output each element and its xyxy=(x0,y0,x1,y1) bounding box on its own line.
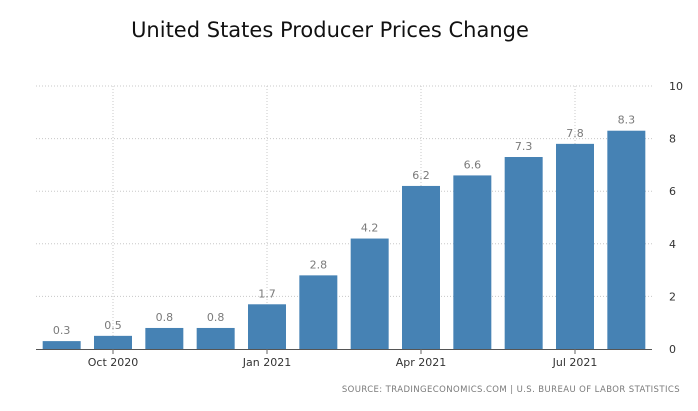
bar xyxy=(453,175,492,349)
bar-value-label: 7.8 xyxy=(566,127,584,140)
bar-value-label: 8.3 xyxy=(618,114,636,127)
gridlines xyxy=(36,85,652,349)
x-tick-label: Oct 2020 xyxy=(88,356,139,369)
bar-value-label: 0.8 xyxy=(156,311,174,324)
x-tick-label: Apr 2021 xyxy=(396,356,447,369)
bar-value-label: 4.2 xyxy=(361,222,379,235)
y-tick-label: 6 xyxy=(669,185,676,198)
y-tick-label: 8 xyxy=(669,133,676,146)
bar xyxy=(145,327,184,349)
y-tick-label: 0 xyxy=(669,343,676,356)
x-tick-label: Jul 2021 xyxy=(552,356,598,369)
x-axis-ticks: Oct 2020 Jan 2021 Apr 2021 Jul 2021 xyxy=(88,349,598,369)
bar xyxy=(607,130,646,349)
y-tick-label: 10 xyxy=(669,80,683,93)
bar-value-label: 0.5 xyxy=(104,319,122,332)
y-tick-label: 2 xyxy=(669,290,676,303)
bar xyxy=(556,143,594,349)
y-tick-label: 4 xyxy=(669,238,676,251)
bar-value-label: 7.3 xyxy=(515,140,533,153)
bar xyxy=(504,157,543,349)
bar xyxy=(94,335,132,349)
bar-value-label: 0.3 xyxy=(53,324,71,337)
bar xyxy=(196,327,235,349)
bar-value-label: 6.6 xyxy=(464,158,482,171)
bar xyxy=(42,341,81,349)
bar xyxy=(350,238,389,349)
bar-value-label: 0.8 xyxy=(207,311,225,324)
data-labels: 0.3 0.5 0.8 0.8 1.7 2.8 4.2 6.2 6.6 7.3 7.8 8.3 xyxy=(53,114,635,337)
bar-value-label: 6.2 xyxy=(412,169,430,182)
bars xyxy=(42,130,646,349)
x-tick-label: Jan 2021 xyxy=(242,356,291,369)
bar-value-label: 1.7 xyxy=(258,287,276,300)
chart-title: United States Producer Prices Change xyxy=(131,18,529,42)
y-axis-ticks: 0 2 4 6 8 10 xyxy=(669,80,683,356)
bar xyxy=(299,275,338,349)
bar xyxy=(248,304,286,349)
bar-value-label: 2.8 xyxy=(310,258,328,271)
source-note: SOURCE: TRADINGECONOMICS.COM | U.S. BURE… xyxy=(342,385,680,395)
bar xyxy=(402,185,440,349)
